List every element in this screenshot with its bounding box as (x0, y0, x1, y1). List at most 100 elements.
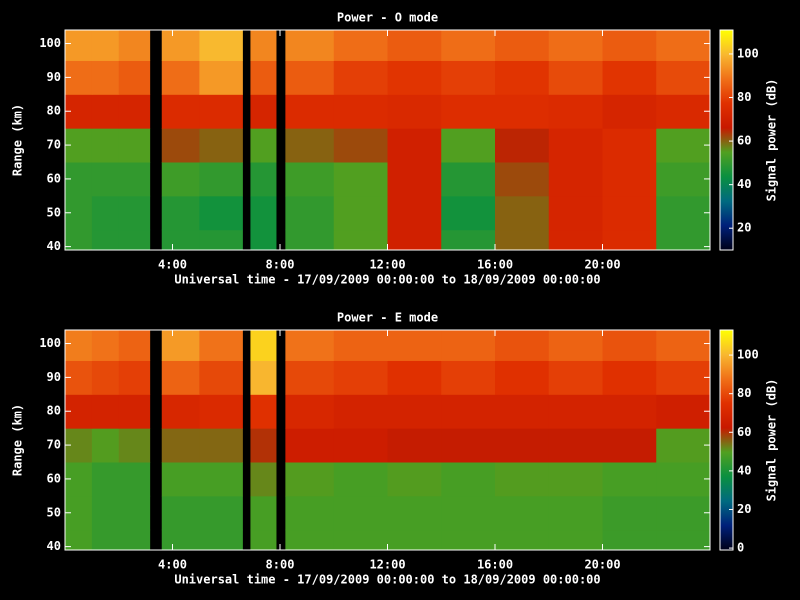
heatmap-cell (118, 195, 151, 231)
heatmap-cell (285, 529, 335, 551)
heatmap-cell (333, 360, 388, 395)
heatmap-cell (91, 360, 120, 395)
heatmap-cell (199, 195, 243, 231)
heatmap-cell (656, 162, 711, 197)
colorbar (719, 29, 734, 251)
heatmap-cell (441, 462, 496, 497)
heatmap-cell (548, 360, 603, 395)
heatmap-cell (495, 30, 550, 61)
heatmap-cell (250, 94, 277, 129)
heatmap-cell (387, 495, 442, 531)
heatmap-cell (118, 94, 151, 129)
heatmap-cell (495, 128, 550, 163)
heatmap-cell (387, 162, 442, 197)
heatmap-cell (387, 94, 442, 129)
heatmap-cell (656, 394, 711, 429)
heatmap-cell (199, 394, 243, 429)
heatmap-cell (495, 495, 550, 531)
heatmap-cell (441, 428, 496, 463)
heatmap-cell (118, 428, 151, 463)
heatmap-cell (118, 60, 151, 95)
heatmap-cell (118, 394, 151, 429)
heatmap-cell (441, 394, 496, 429)
heatmap-cell (656, 195, 711, 231)
heatmap-cell (656, 360, 711, 395)
heatmap-cell (441, 495, 496, 531)
heatmap-cell (250, 330, 277, 361)
heatmap-cell (285, 128, 335, 163)
y-tick-label: 100 (39, 336, 61, 350)
heatmap-cell (656, 428, 711, 463)
heatmap-cell (656, 94, 711, 129)
heatmap-cell (161, 94, 200, 129)
colorbar-tick-label: 100 (737, 46, 759, 60)
heatmap-cell (602, 229, 657, 251)
colorbar-tick-label: 40 (737, 463, 751, 477)
heatmap-cell (495, 360, 550, 395)
heatmap-cell (495, 462, 550, 497)
heatmap-cell (285, 60, 335, 95)
heatmap-cell (91, 330, 120, 361)
heatmap-cell (161, 128, 200, 163)
heatmap-cell (387, 360, 442, 395)
heatmap-cell (199, 462, 243, 497)
heatmap-cell (548, 462, 603, 497)
heatmap-cell (250, 394, 277, 429)
heatmap-cell (161, 360, 200, 395)
heatmap-cell (602, 128, 657, 163)
heatmap-cell (91, 162, 120, 197)
heatmap-cell (656, 229, 711, 251)
heatmap-cell (387, 60, 442, 95)
heatmap-cell (91, 195, 120, 231)
heatmap-cell (285, 462, 335, 497)
y-tick-label: 50 (47, 505, 61, 519)
colorbar-tick-label: 60 (737, 425, 751, 439)
heatmap-cell (161, 229, 200, 251)
heatmap-cell (656, 60, 711, 95)
colorbar-label: Signal power (dB) (765, 79, 779, 202)
colorbar-tick-label: 20 (737, 221, 751, 235)
x-tick-label: 8:00 (266, 558, 295, 572)
heatmap-cell (387, 229, 442, 251)
heatmap-cell (250, 229, 277, 251)
heatmap-cell (161, 162, 200, 197)
heatmap-cell (199, 94, 243, 129)
heatmap-cell (118, 462, 151, 497)
heatmap-cell (199, 229, 243, 251)
heatmap-cell (65, 229, 93, 251)
heatmap-cell (118, 360, 151, 395)
heatmap-cell (161, 30, 200, 61)
heatmap-cell (91, 30, 120, 61)
heatmap-cell (333, 495, 388, 531)
heatmap-cell (602, 162, 657, 197)
heatmap-cell (656, 529, 711, 551)
y-tick-label: 90 (47, 70, 61, 84)
heatmap-cell (91, 428, 120, 463)
heatmap-cell (602, 30, 657, 61)
heatmap-cell (161, 330, 200, 361)
y-tick-label: 40 (47, 539, 61, 553)
heatmap-cell (495, 529, 550, 551)
heatmap-cell (548, 394, 603, 429)
heatmap-cell (199, 529, 243, 551)
x-tick-label: 4:00 (158, 258, 187, 272)
heatmap-cell (602, 330, 657, 361)
colorbar-tick-label: 80 (737, 90, 751, 104)
heatmap-cell (285, 229, 335, 251)
heatmap-cell (250, 428, 277, 463)
x-tick-label: 12:00 (369, 558, 405, 572)
x-tick-label: 8:00 (266, 258, 295, 272)
heatmap-cell (118, 330, 151, 361)
heatmap-cell (548, 30, 603, 61)
heatmap-cell (602, 60, 657, 95)
heatmap-cell (91, 495, 120, 531)
heatmap-cell (387, 128, 442, 163)
heatmap-cell (441, 162, 496, 197)
heatmap-cell (333, 394, 388, 429)
colorbar-tick-label: 40 (737, 177, 751, 191)
heatmap-cell (199, 330, 243, 361)
heatmap-cell (250, 529, 277, 551)
x-tick-label: 20:00 (584, 558, 620, 572)
heatmap-cell (387, 529, 442, 551)
